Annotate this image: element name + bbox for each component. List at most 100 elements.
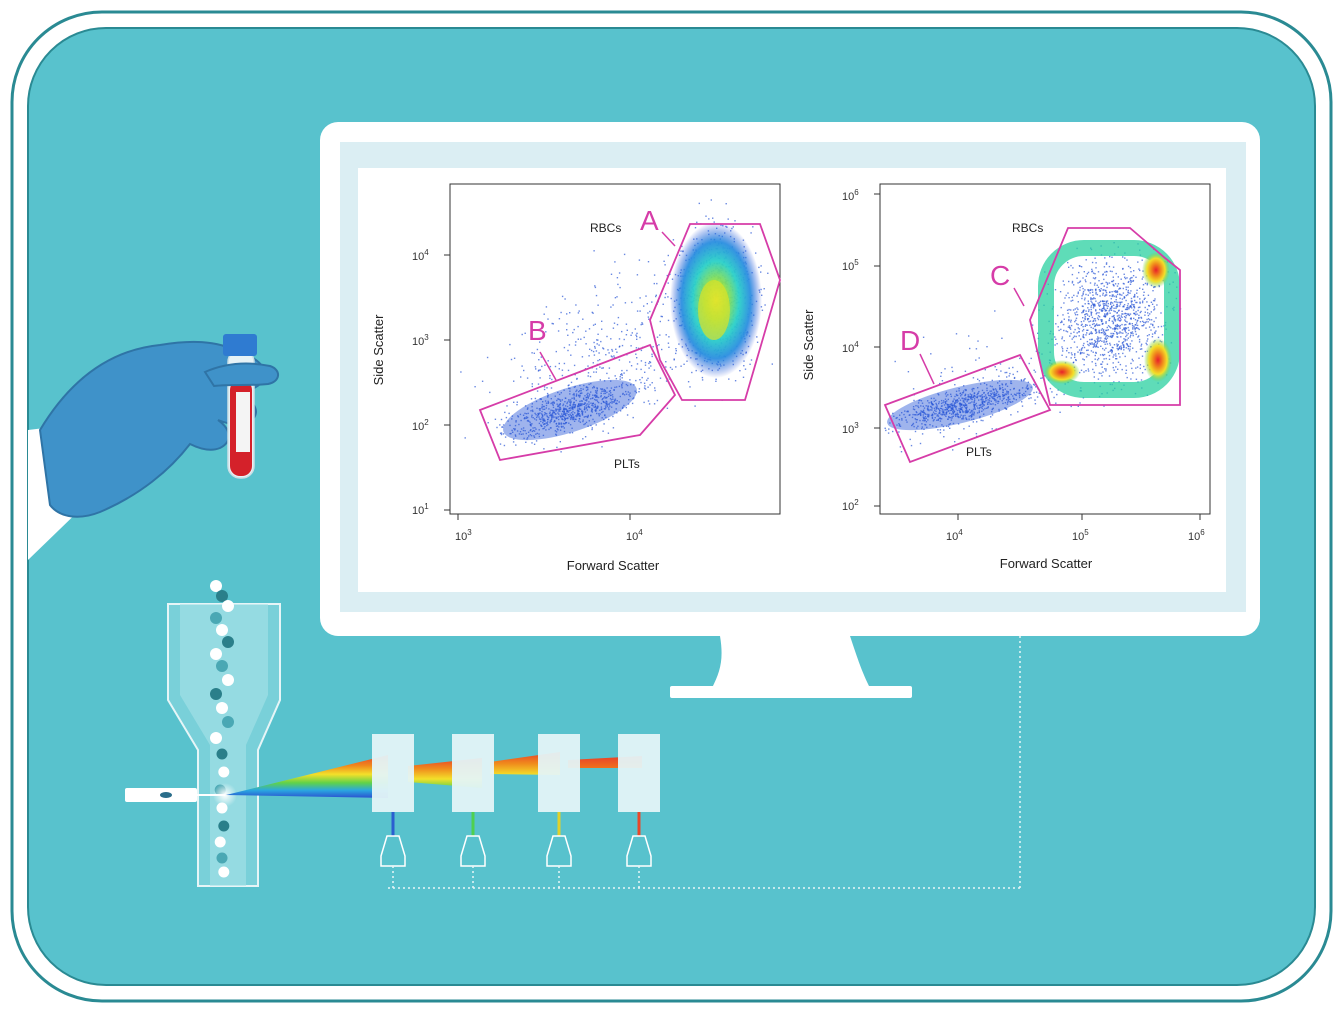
event-dot	[585, 400, 588, 402]
event-dot	[974, 407, 976, 409]
event-dot	[1078, 331, 1080, 333]
event-dot	[525, 413, 528, 415]
event-dot	[938, 408, 940, 410]
event-dot	[1144, 311, 1146, 313]
event-dot	[1121, 310, 1123, 312]
event-dot	[1089, 320, 1092, 322]
event-dot	[585, 407, 588, 410]
event-dot	[588, 420, 590, 422]
event-dot	[966, 406, 968, 408]
event-dot	[566, 410, 568, 413]
event-dot	[569, 387, 571, 390]
event-dot	[561, 369, 564, 371]
event-dot	[1153, 308, 1156, 310]
event-dot	[1153, 326, 1155, 329]
event-dot	[574, 404, 577, 406]
event-dot	[1113, 328, 1116, 330]
event-dot	[1119, 317, 1122, 319]
event-dot	[1131, 325, 1134, 327]
event-dot	[576, 377, 578, 380]
event-dot	[1126, 343, 1128, 345]
event-dot	[1129, 345, 1131, 348]
event-dot	[625, 393, 628, 395]
event-dot	[592, 405, 594, 407]
event-dot	[1017, 411, 1019, 413]
event-dot	[1151, 336, 1154, 338]
pop-label-rbcs-right: RBCs	[1012, 221, 1043, 235]
event-dot	[621, 387, 623, 389]
event-dot	[1066, 347, 1069, 350]
event-dot	[1117, 317, 1119, 320]
event-dot	[958, 397, 960, 399]
event-dot	[608, 403, 610, 405]
event-dot	[1125, 331, 1127, 334]
event-dot	[671, 368, 673, 370]
event-dot	[1013, 376, 1016, 379]
event-dot	[947, 406, 949, 408]
event-dot	[595, 294, 598, 297]
event-dot	[1083, 346, 1086, 349]
event-dot	[1116, 303, 1118, 306]
event-dot	[573, 386, 576, 388]
event-dot	[1111, 305, 1113, 307]
event-dot	[1054, 336, 1056, 338]
event-dot	[621, 407, 624, 410]
event-dot	[961, 393, 963, 396]
event-dot	[591, 409, 593, 411]
event-dot	[574, 385, 576, 388]
event-dot	[994, 395, 996, 397]
event-dot	[551, 409, 554, 412]
event-dot	[1112, 322, 1114, 325]
event-dot	[588, 355, 590, 357]
event-dot	[1111, 306, 1113, 309]
event-dot	[1110, 309, 1113, 311]
event-dot	[581, 356, 584, 358]
event-dot	[986, 387, 988, 389]
event-dot	[1115, 299, 1117, 301]
event-dot	[739, 370, 741, 372]
event-dot	[970, 398, 972, 400]
event-dot	[504, 411, 506, 414]
event-dot	[611, 394, 614, 396]
event-dot	[540, 398, 542, 400]
event-dot	[1145, 327, 1147, 329]
event-dot	[1104, 257, 1106, 259]
event-dot	[979, 415, 981, 418]
laser	[125, 783, 237, 807]
event-dot	[1144, 306, 1146, 309]
event-dot	[943, 436, 945, 438]
event-dot	[668, 336, 670, 338]
event-dot	[573, 394, 575, 396]
event-dot	[922, 416, 924, 418]
event-dot	[900, 451, 903, 453]
event-dot	[628, 394, 630, 396]
xtick-right-5: 105	[1072, 528, 1089, 543]
event-dot	[1119, 297, 1121, 300]
event-dot	[940, 402, 943, 405]
event-dot	[936, 405, 938, 407]
cell	[216, 852, 228, 864]
event-dot	[644, 388, 647, 390]
event-dot	[612, 327, 615, 329]
event-dot	[631, 402, 634, 405]
event-dot	[577, 406, 579, 408]
event-dot	[513, 438, 515, 440]
event-dot	[930, 353, 932, 355]
event-dot	[598, 344, 600, 346]
event-dot	[640, 323, 642, 326]
event-dot	[1023, 379, 1025, 382]
event-dot	[1112, 266, 1115, 268]
event-dot	[948, 423, 950, 426]
event-dot	[536, 390, 539, 392]
event-dot	[1105, 301, 1108, 303]
event-dot	[1104, 314, 1106, 316]
event-dot	[575, 415, 578, 418]
event-dot	[998, 380, 1001, 382]
event-dot	[1123, 324, 1126, 326]
event-dot	[557, 416, 559, 418]
event-dot	[539, 341, 541, 343]
event-dot	[1116, 306, 1118, 308]
event-dot	[1123, 316, 1126, 318]
event-dot	[525, 432, 527, 435]
event-dot	[586, 395, 589, 397]
